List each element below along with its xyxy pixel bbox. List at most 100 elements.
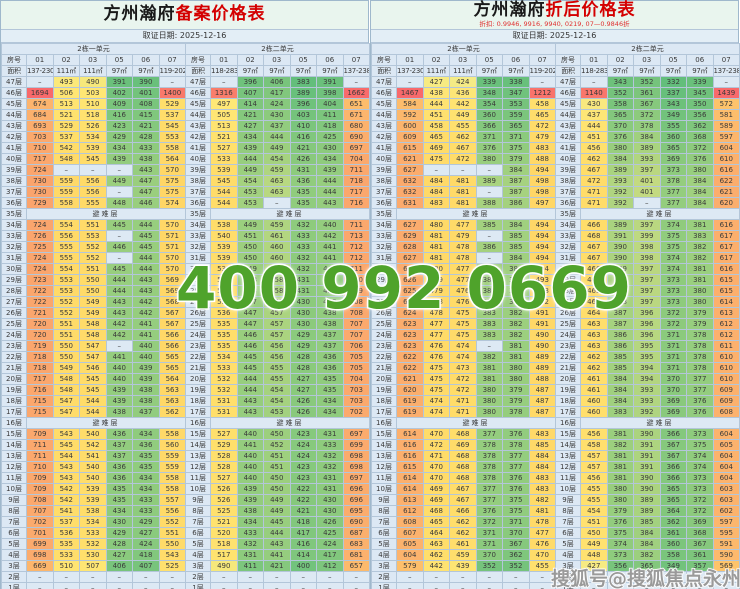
price-cell: 352 <box>502 560 530 572</box>
price-cell: 621 <box>396 373 424 385</box>
price-cell: 680 <box>342 120 370 132</box>
price-cell: 439 <box>132 373 160 385</box>
price-cell: 443 <box>105 296 133 308</box>
price-cell: 438 <box>422 87 450 99</box>
floor-row: 44层 684 521 518 416 415 537 44层 505 421 430 403 411 6… <box>1 109 370 121</box>
floor-row: 11层 614 470 468 378 376 483 11层 456 381 390 366 373 6… <box>371 472 740 484</box>
floor-label: 31层 <box>1 252 27 264</box>
price-cell: 445 <box>105 263 133 275</box>
price-cell: 607 <box>396 527 424 539</box>
floor-label: 19层 <box>555 384 581 396</box>
price-cell: 431 <box>236 549 264 561</box>
price-cell: 440 <box>132 340 160 352</box>
price-cell: 507 <box>79 560 107 572</box>
price-cell: 389 <box>633 142 661 154</box>
price-cell: 372 <box>686 505 714 517</box>
empty-cell: – <box>475 571 503 583</box>
price-cell: 553 <box>79 230 107 242</box>
area-value-header: 137-230㎡ <box>396 65 424 77</box>
price-cell: 558 <box>52 197 80 209</box>
discounted-table-title: 方州瀚府折后价格表 折扣: 0.9946, 9916, 9940, 0219, … <box>371 1 738 30</box>
price-cell: 377 <box>686 373 714 385</box>
empty-cell: – <box>396 582 424 589</box>
price-cell: 448 <box>236 274 264 286</box>
floor-label: 17层 <box>1 406 27 418</box>
price-cell: 527 <box>210 428 238 440</box>
price-cell: 380 <box>475 384 503 396</box>
price-cell: 380 <box>606 494 634 506</box>
empty-cell: – <box>105 252 133 264</box>
floor-row: 28层 722 553 550 444 443 569 28层 537 448 458 431 439 7… <box>1 285 370 297</box>
price-cell: 615 <box>712 285 740 297</box>
filed-title-suffix: 备案价格表 <box>175 4 266 25</box>
price-cell: 697 <box>342 428 370 440</box>
price-cell: 711 <box>342 219 370 231</box>
floor-row: 32层 725 555 552 446 445 571 32层 539 450 460 433 441 7… <box>1 241 370 253</box>
price-cell: 443 <box>132 164 160 176</box>
empty-cell: – <box>236 571 264 583</box>
price-cell: 453 <box>263 406 291 418</box>
price-cell: 547 <box>52 395 80 407</box>
floor-label: 10层 <box>371 483 397 495</box>
price-cell: 396 <box>633 318 661 330</box>
price-cell: 439 <box>236 483 264 495</box>
price-cell: 455 <box>449 120 477 132</box>
price-cell: 407 <box>236 87 264 99</box>
price-cell: 375 <box>502 142 530 154</box>
price-cell: 535 <box>210 318 238 330</box>
price-cell: 428 <box>289 351 317 363</box>
floor-row: 27层 625 478 476 384 382 492 27层 464 388 397 373 380 6… <box>371 296 740 308</box>
price-cell: 720 <box>26 318 54 330</box>
price-cell: 619 <box>396 395 424 407</box>
price-cell: 558 <box>158 142 186 154</box>
price-cell: 604 <box>712 450 740 462</box>
empty-cell: – <box>475 252 503 264</box>
price-cell: 541 <box>79 450 107 462</box>
price-cell: 410 <box>289 120 317 132</box>
price-cell: 375 <box>606 527 634 539</box>
floor-row: 1层 – – – – – –1层 – – – – – – <box>1 582 370 589</box>
floor-row: 10层 614 469 467 377 376 483 10层 455 380 390 365 373 6… <box>371 483 740 495</box>
floor-label: 35层 <box>1 208 27 220</box>
price-cell: 437 <box>316 340 344 352</box>
price-cell: 465 <box>528 109 556 121</box>
price-cell: 545 <box>210 175 238 187</box>
price-cell: 711 <box>342 263 370 275</box>
price-cell: 712 <box>342 252 370 264</box>
price-cell: 1662 <box>342 87 370 99</box>
floor-label: 6层 <box>371 527 397 539</box>
price-cell: 436 <box>105 472 133 484</box>
price-cell: 375 <box>659 241 687 253</box>
price-cell: 539 <box>79 483 107 495</box>
price-cell: 430 <box>580 98 608 110</box>
price-cell: 542 <box>79 439 107 451</box>
price-cell: 418 <box>132 549 160 561</box>
floor-label: 30层 <box>371 263 397 275</box>
price-cell: 343 <box>606 76 634 88</box>
price-cell: 476 <box>422 351 450 363</box>
price-cell: 475 <box>449 329 477 341</box>
price-cell: 397 <box>633 285 661 297</box>
price-cell: 432 <box>236 538 264 550</box>
price-cell: 566 <box>158 340 186 352</box>
area-value-header: 97㎡ <box>132 65 160 77</box>
price-cell: 717 <box>26 153 54 165</box>
price-cell: 389 <box>633 505 661 517</box>
price-cell: 460 <box>580 406 608 418</box>
price-cell: 381 <box>686 274 714 286</box>
price-cell: 467 <box>449 483 477 495</box>
price-cell: 597 <box>712 516 740 528</box>
floor-label: 11层 <box>555 472 581 484</box>
price-cell: 387 <box>502 175 530 187</box>
price-cell: 376 <box>502 428 530 440</box>
room-number-header: 06 <box>132 54 160 66</box>
floor-row: 14层 616 472 469 378 378 485 14层 458 382 391 367 375 6… <box>371 439 740 451</box>
empty-cell: – <box>342 571 370 583</box>
price-cell: 391 <box>633 461 661 473</box>
price-cell: 570 <box>158 164 186 176</box>
price-cell: 475 <box>422 362 450 374</box>
price-cell: 391 <box>633 450 661 462</box>
price-cell: 605 <box>396 538 424 550</box>
price-cell: 434 <box>316 395 344 407</box>
price-cell: 465 <box>580 285 608 297</box>
